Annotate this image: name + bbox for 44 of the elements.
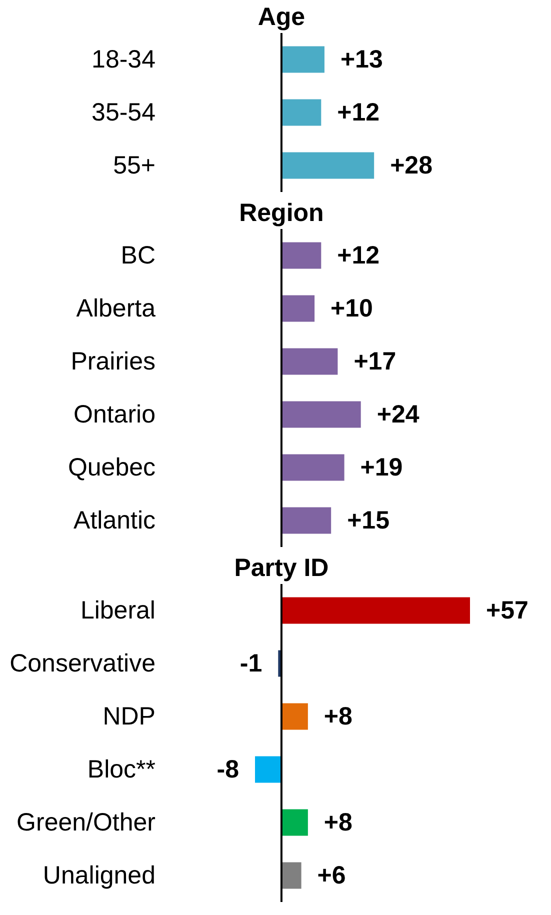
bar	[281, 454, 344, 481]
y-tick-label: 55+	[113, 152, 156, 180]
y-tick-label: Green/Other	[16, 808, 156, 836]
y-tick-label: NDP	[102, 702, 156, 730]
data-label: +13	[340, 46, 383, 74]
data-label: +57	[486, 596, 528, 624]
chart-title: Party ID	[234, 554, 329, 582]
data-label: +8	[324, 808, 353, 836]
data-label: +19	[360, 454, 403, 482]
data-label: +28	[390, 152, 433, 180]
bar	[281, 862, 302, 889]
bar	[281, 507, 332, 534]
data-label: -1	[240, 650, 262, 678]
y-tick-label: 35-54	[92, 98, 156, 126]
data-label: +6	[317, 862, 346, 890]
y-tick-label: Ontario	[74, 400, 156, 428]
y-tick-label: Unaligned	[42, 862, 156, 890]
bar	[281, 295, 315, 322]
bar	[281, 401, 361, 428]
bar	[255, 756, 282, 783]
chart-title: Region	[239, 199, 324, 227]
data-label: +17	[354, 348, 396, 376]
bar	[281, 242, 322, 269]
y-tick-label: Conservative	[10, 650, 156, 678]
y-tick-label: BC	[120, 242, 156, 270]
y-tick-label: Alberta	[76, 294, 156, 322]
chart-title: Age	[258, 3, 306, 31]
bar	[281, 348, 338, 375]
y-tick-label: Atlantic	[74, 506, 156, 534]
y-tick-label: Prairies	[70, 348, 156, 376]
y-tick-label: 18-34	[92, 46, 156, 74]
data-label: +10	[330, 294, 373, 322]
data-label: +8	[324, 702, 353, 730]
bar	[281, 809, 308, 836]
data-label: +12	[337, 98, 380, 126]
bar	[281, 597, 470, 624]
data-label: +24	[376, 400, 420, 428]
data-label: +12	[337, 242, 380, 270]
data-label: -8	[216, 756, 240, 784]
y-tick-label: Liberal	[80, 596, 156, 624]
y-tick-label: Bloc**	[87, 756, 156, 784]
bar	[281, 703, 308, 730]
data-label: +15	[347, 506, 390, 534]
y-tick-label: Quebec	[68, 454, 156, 482]
